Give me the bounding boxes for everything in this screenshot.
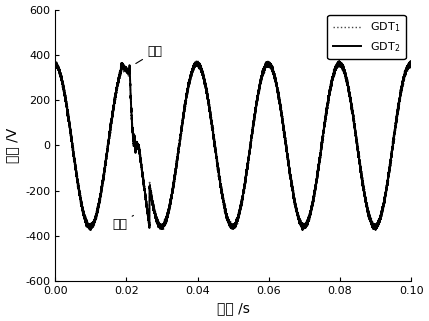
GDT$_1$: [67, 122, 73, 126]
GDT$_1$: [54, 65, 59, 69]
Text: 续流: 续流: [136, 45, 163, 64]
Legend: GDT$_1$, GDT$_2$: GDT$_1$, GDT$_2$: [327, 15, 405, 59]
GDT$_2$: [390, 145, 395, 149]
GDT$_2$: [408, 62, 414, 66]
GDT$_1$: [408, 64, 414, 67]
GDT$_1$: [161, 227, 166, 231]
GDT$_1$: [52, 60, 57, 64]
GDT$_2$: [54, 64, 59, 67]
GDT$_2$: [67, 126, 73, 129]
Line: GDT$_1$: GDT$_1$: [55, 60, 411, 229]
GDT$_2$: [52, 62, 57, 66]
GDT$_2$: [300, 228, 305, 232]
GDT$_2$: [74, 171, 79, 175]
GDT$_2$: [122, 68, 127, 72]
GDT$_1$: [390, 149, 395, 153]
GDT$_1$: [194, 58, 199, 62]
GDT$_1$: [74, 166, 79, 170]
Line: GDT$_2$: GDT$_2$: [55, 61, 411, 230]
X-axis label: 时间 /s: 时间 /s: [217, 301, 250, 316]
GDT$_2$: [227, 220, 232, 223]
GDT$_1$: [227, 221, 232, 225]
GDT$_1$: [122, 68, 127, 72]
Text: 续流: 续流: [112, 215, 133, 231]
Y-axis label: 残压 /V: 残压 /V: [6, 128, 20, 163]
GDT$_2$: [408, 59, 413, 63]
